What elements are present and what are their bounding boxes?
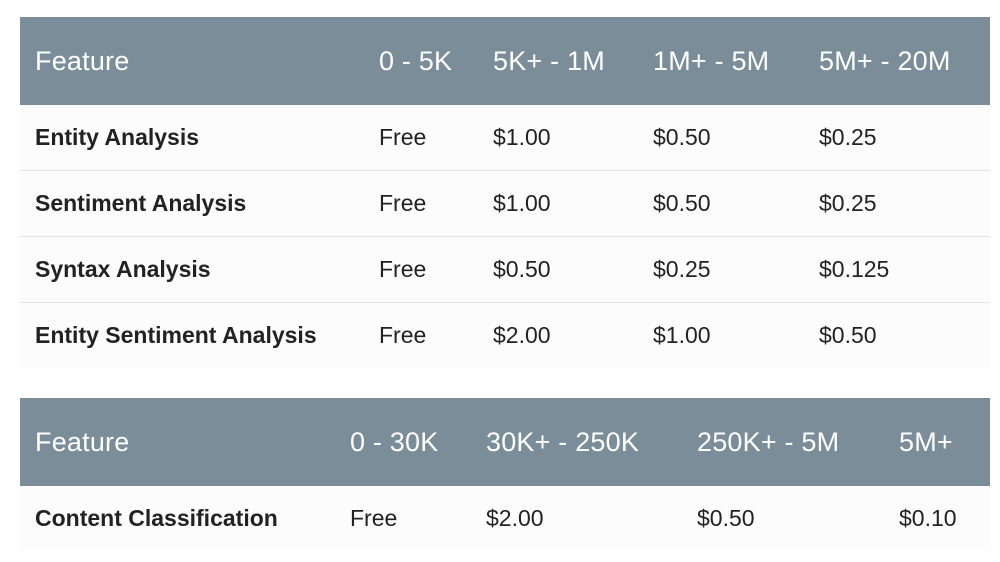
header-tier-1: 0 - 30K: [350, 426, 439, 457]
header-tier-4: 5M+ - 20M: [819, 45, 951, 76]
price-cell: $2.00: [471, 486, 682, 550]
price-cell: $0.125: [804, 236, 990, 303]
table-row: Content Classification Free $2.00 $0.50 …: [20, 486, 990, 550]
header-feature: Feature: [35, 426, 130, 457]
header-tier-2: 5K+ - 1M: [493, 45, 605, 76]
price-cell: $0.50: [682, 486, 884, 550]
table-row: Entity Sentiment Analysis Free $2.00 $1.…: [20, 302, 990, 368]
price-cell: $0.50: [804, 302, 990, 368]
table-row: Sentiment Analysis Free $1.00 $0.50 $0.2…: [20, 170, 990, 237]
header-tier-3: 1M+ - 5M: [653, 45, 770, 76]
price-cell: Free: [364, 105, 478, 171]
header-tier-4: 5M+: [899, 426, 953, 457]
feature-name-cell: Entity Sentiment Analysis: [20, 302, 364, 368]
pricing-table-analysis: Feature 0 - 5K 5K+ - 1M 1M+ - 5M 5M+ - 2…: [20, 17, 990, 368]
price-cell: $0.25: [804, 170, 990, 237]
table-row: Entity Analysis Free $1.00 $0.50 $0.25: [20, 105, 990, 171]
pricing-table-classification: Feature 0 - 30K 30K+ - 250K 250K+ - 5M 5…: [20, 398, 990, 550]
feature-name-cell: Content Classification: [20, 486, 335, 550]
price-cell: $1.00: [638, 302, 804, 368]
table-header-row: Feature 0 - 5K 5K+ - 1M 1M+ - 5M 5M+ - 2…: [20, 17, 990, 105]
header-tier-1: 0 - 5K: [379, 45, 453, 76]
price-cell: $2.00: [478, 302, 638, 368]
feature-name-cell: Syntax Analysis: [20, 236, 364, 303]
price-cell: Free: [364, 302, 478, 368]
table-header-row: Feature 0 - 30K 30K+ - 250K 250K+ - 5M 5…: [20, 398, 990, 486]
header-feature: Feature: [35, 45, 130, 76]
price-cell: $1.00: [478, 170, 638, 237]
header-tier-2: 30K+ - 250K: [486, 426, 640, 457]
price-cell: $0.50: [478, 236, 638, 303]
price-cell: $0.10: [884, 486, 990, 550]
price-cell: $1.00: [478, 105, 638, 171]
feature-name-cell: Sentiment Analysis: [20, 170, 364, 237]
price-cell: $0.50: [638, 170, 804, 237]
price-cell: $0.50: [638, 105, 804, 171]
price-cell: Free: [364, 170, 478, 237]
feature-name-cell: Entity Analysis: [20, 105, 364, 171]
header-tier-3: 250K+ - 5M: [697, 426, 840, 457]
price-cell: $0.25: [638, 236, 804, 303]
price-cell: Free: [364, 236, 478, 303]
price-cell: $0.25: [804, 105, 990, 171]
price-cell: Free: [335, 486, 471, 550]
table-row: Syntax Analysis Free $0.50 $0.25 $0.125: [20, 236, 990, 303]
